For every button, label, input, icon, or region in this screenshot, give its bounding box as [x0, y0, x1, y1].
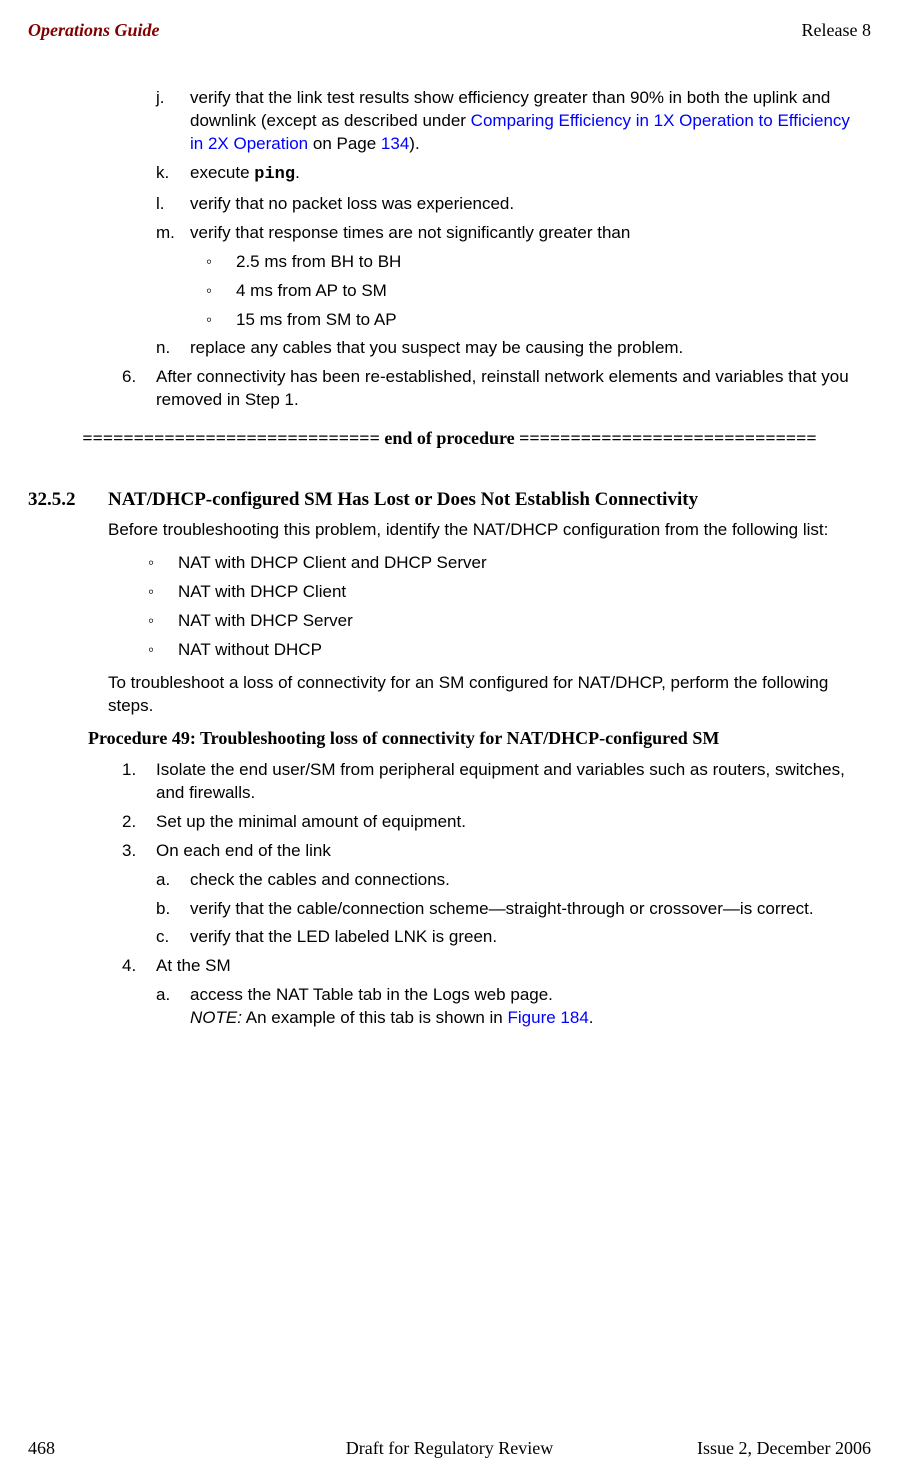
page-number: 468 — [28, 1438, 55, 1459]
item-marker: 3. — [122, 840, 156, 863]
content-area: j. verify that the link test results sho… — [28, 87, 871, 1030]
list-item: 2. Set up the minimal amount of equipmen… — [122, 811, 861, 834]
bullet-icon: ◦ — [148, 639, 178, 662]
body-paragraph: To troubleshoot a loss of connectivity f… — [108, 672, 861, 718]
page-link[interactable]: 134 — [381, 134, 409, 153]
section-heading: 32.5.2 NAT/DHCP-configured SM Has Lost o… — [28, 489, 861, 511]
list-item: b. verify that the cable/connection sche… — [156, 898, 861, 921]
bullet-icon: ◦ — [206, 309, 236, 332]
item-text: On each end of the link — [156, 840, 331, 863]
body-paragraph: Before troubleshooting this problem, ide… — [108, 519, 861, 542]
list-item: a. check the cables and connections. — [156, 869, 861, 892]
bullet-icon: ◦ — [206, 251, 236, 274]
list-item: n. replace any cables that you suspect m… — [156, 337, 861, 360]
item-text: Set up the minimal amount of equipment. — [156, 811, 466, 834]
item-text: NAT with DHCP Client — [178, 581, 346, 604]
item-marker: l. — [156, 193, 190, 216]
item-marker: n. — [156, 337, 190, 360]
list-item: m. verify that response times are not si… — [156, 222, 861, 245]
item-marker: b. — [156, 898, 190, 921]
list-item: 6. After connectivity has been re-establ… — [122, 366, 861, 412]
figure-link[interactable]: Figure 184 — [508, 1008, 589, 1027]
item-marker: m. — [156, 222, 190, 245]
item-marker: 2. — [122, 811, 156, 834]
item-text: 4 ms from AP to SM — [236, 280, 387, 303]
page-header: Operations Guide Release 8 — [28, 20, 871, 41]
sub-list-item: ◦ 2.5 ms from BH to BH — [206, 251, 861, 274]
item-text: NAT without DHCP — [178, 639, 322, 662]
sub-list-item: ◦ 4 ms from AP to SM — [206, 280, 861, 303]
item-text: After connectivity has been re-establish… — [156, 366, 861, 412]
bullet-icon: ◦ — [206, 280, 236, 303]
list-item: ◦ NAT with DHCP Client — [148, 581, 861, 604]
footer-center-text: Draft for Regulatory Review — [346, 1438, 553, 1459]
list-item: l. verify that no packet loss was experi… — [156, 193, 861, 216]
item-marker: k. — [156, 162, 190, 187]
section-number: 32.5.2 — [28, 489, 108, 511]
item-text: verify that the cable/connection scheme—… — [190, 898, 861, 921]
item-text: verify that no packet loss was experienc… — [190, 193, 861, 216]
bullet-icon: ◦ — [148, 581, 178, 604]
list-item: ◦ NAT without DHCP — [148, 639, 861, 662]
item-text: execute ping. — [190, 162, 861, 187]
list-item: j. verify that the link test results sho… — [156, 87, 861, 156]
item-marker: a. — [156, 984, 190, 1030]
list-item: k. execute ping. — [156, 162, 861, 187]
item-marker: 6. — [122, 366, 156, 412]
item-text: access the NAT Table tab in the Logs web… — [190, 984, 861, 1030]
item-text: Isolate the end user/SM from peripheral … — [156, 759, 861, 805]
item-text: NAT with DHCP Server — [178, 610, 353, 633]
list-item: 3. On each end of the link — [122, 840, 861, 863]
list-item: c. verify that the LED labeled LNK is gr… — [156, 926, 861, 949]
item-marker: 4. — [122, 955, 156, 978]
list-item: a. access the NAT Table tab in the Logs … — [156, 984, 861, 1030]
footer-right-text: Issue 2, December 2006 — [697, 1438, 871, 1459]
page-footer: 468 Draft for Regulatory Review Issue 2,… — [28, 1438, 871, 1459]
item-marker: a. — [156, 869, 190, 892]
end-of-procedure: ============================= end of pro… — [28, 428, 871, 449]
procedure-title: Procedure 49: Troubleshooting loss of co… — [88, 728, 861, 749]
item-text: verify that the LED labeled LNK is green… — [190, 926, 861, 949]
item-text: NAT with DHCP Client and DHCP Server — [178, 552, 487, 575]
list-item: 4. At the SM — [122, 955, 861, 978]
item-text: 2.5 ms from BH to BH — [236, 251, 401, 274]
sub-list-item: ◦ 15 ms from SM to AP — [206, 309, 861, 332]
item-marker: 1. — [122, 759, 156, 805]
list-item: ◦ NAT with DHCP Server — [148, 610, 861, 633]
item-marker: j. — [156, 87, 190, 156]
item-text: check the cables and connections. — [190, 869, 861, 892]
item-text: replace any cables that you suspect may … — [190, 337, 861, 360]
doc-title: Operations Guide — [28, 20, 160, 41]
item-text: verify that the link test results show e… — [190, 87, 861, 156]
bullet-icon: ◦ — [148, 610, 178, 633]
note-label: NOTE: — [190, 1008, 242, 1027]
code-text: ping — [254, 165, 295, 184]
list-item: 1. Isolate the end user/SM from peripher… — [122, 759, 861, 805]
section-title: NAT/DHCP-configured SM Has Lost or Does … — [108, 489, 698, 511]
item-text: verify that response times are not signi… — [190, 222, 861, 245]
list-item: ◦ NAT with DHCP Client and DHCP Server — [148, 552, 861, 575]
item-text: At the SM — [156, 955, 231, 978]
bullet-icon: ◦ — [148, 552, 178, 575]
item-text: 15 ms from SM to AP — [236, 309, 397, 332]
release-label: Release 8 — [802, 20, 871, 41]
item-marker: c. — [156, 926, 190, 949]
